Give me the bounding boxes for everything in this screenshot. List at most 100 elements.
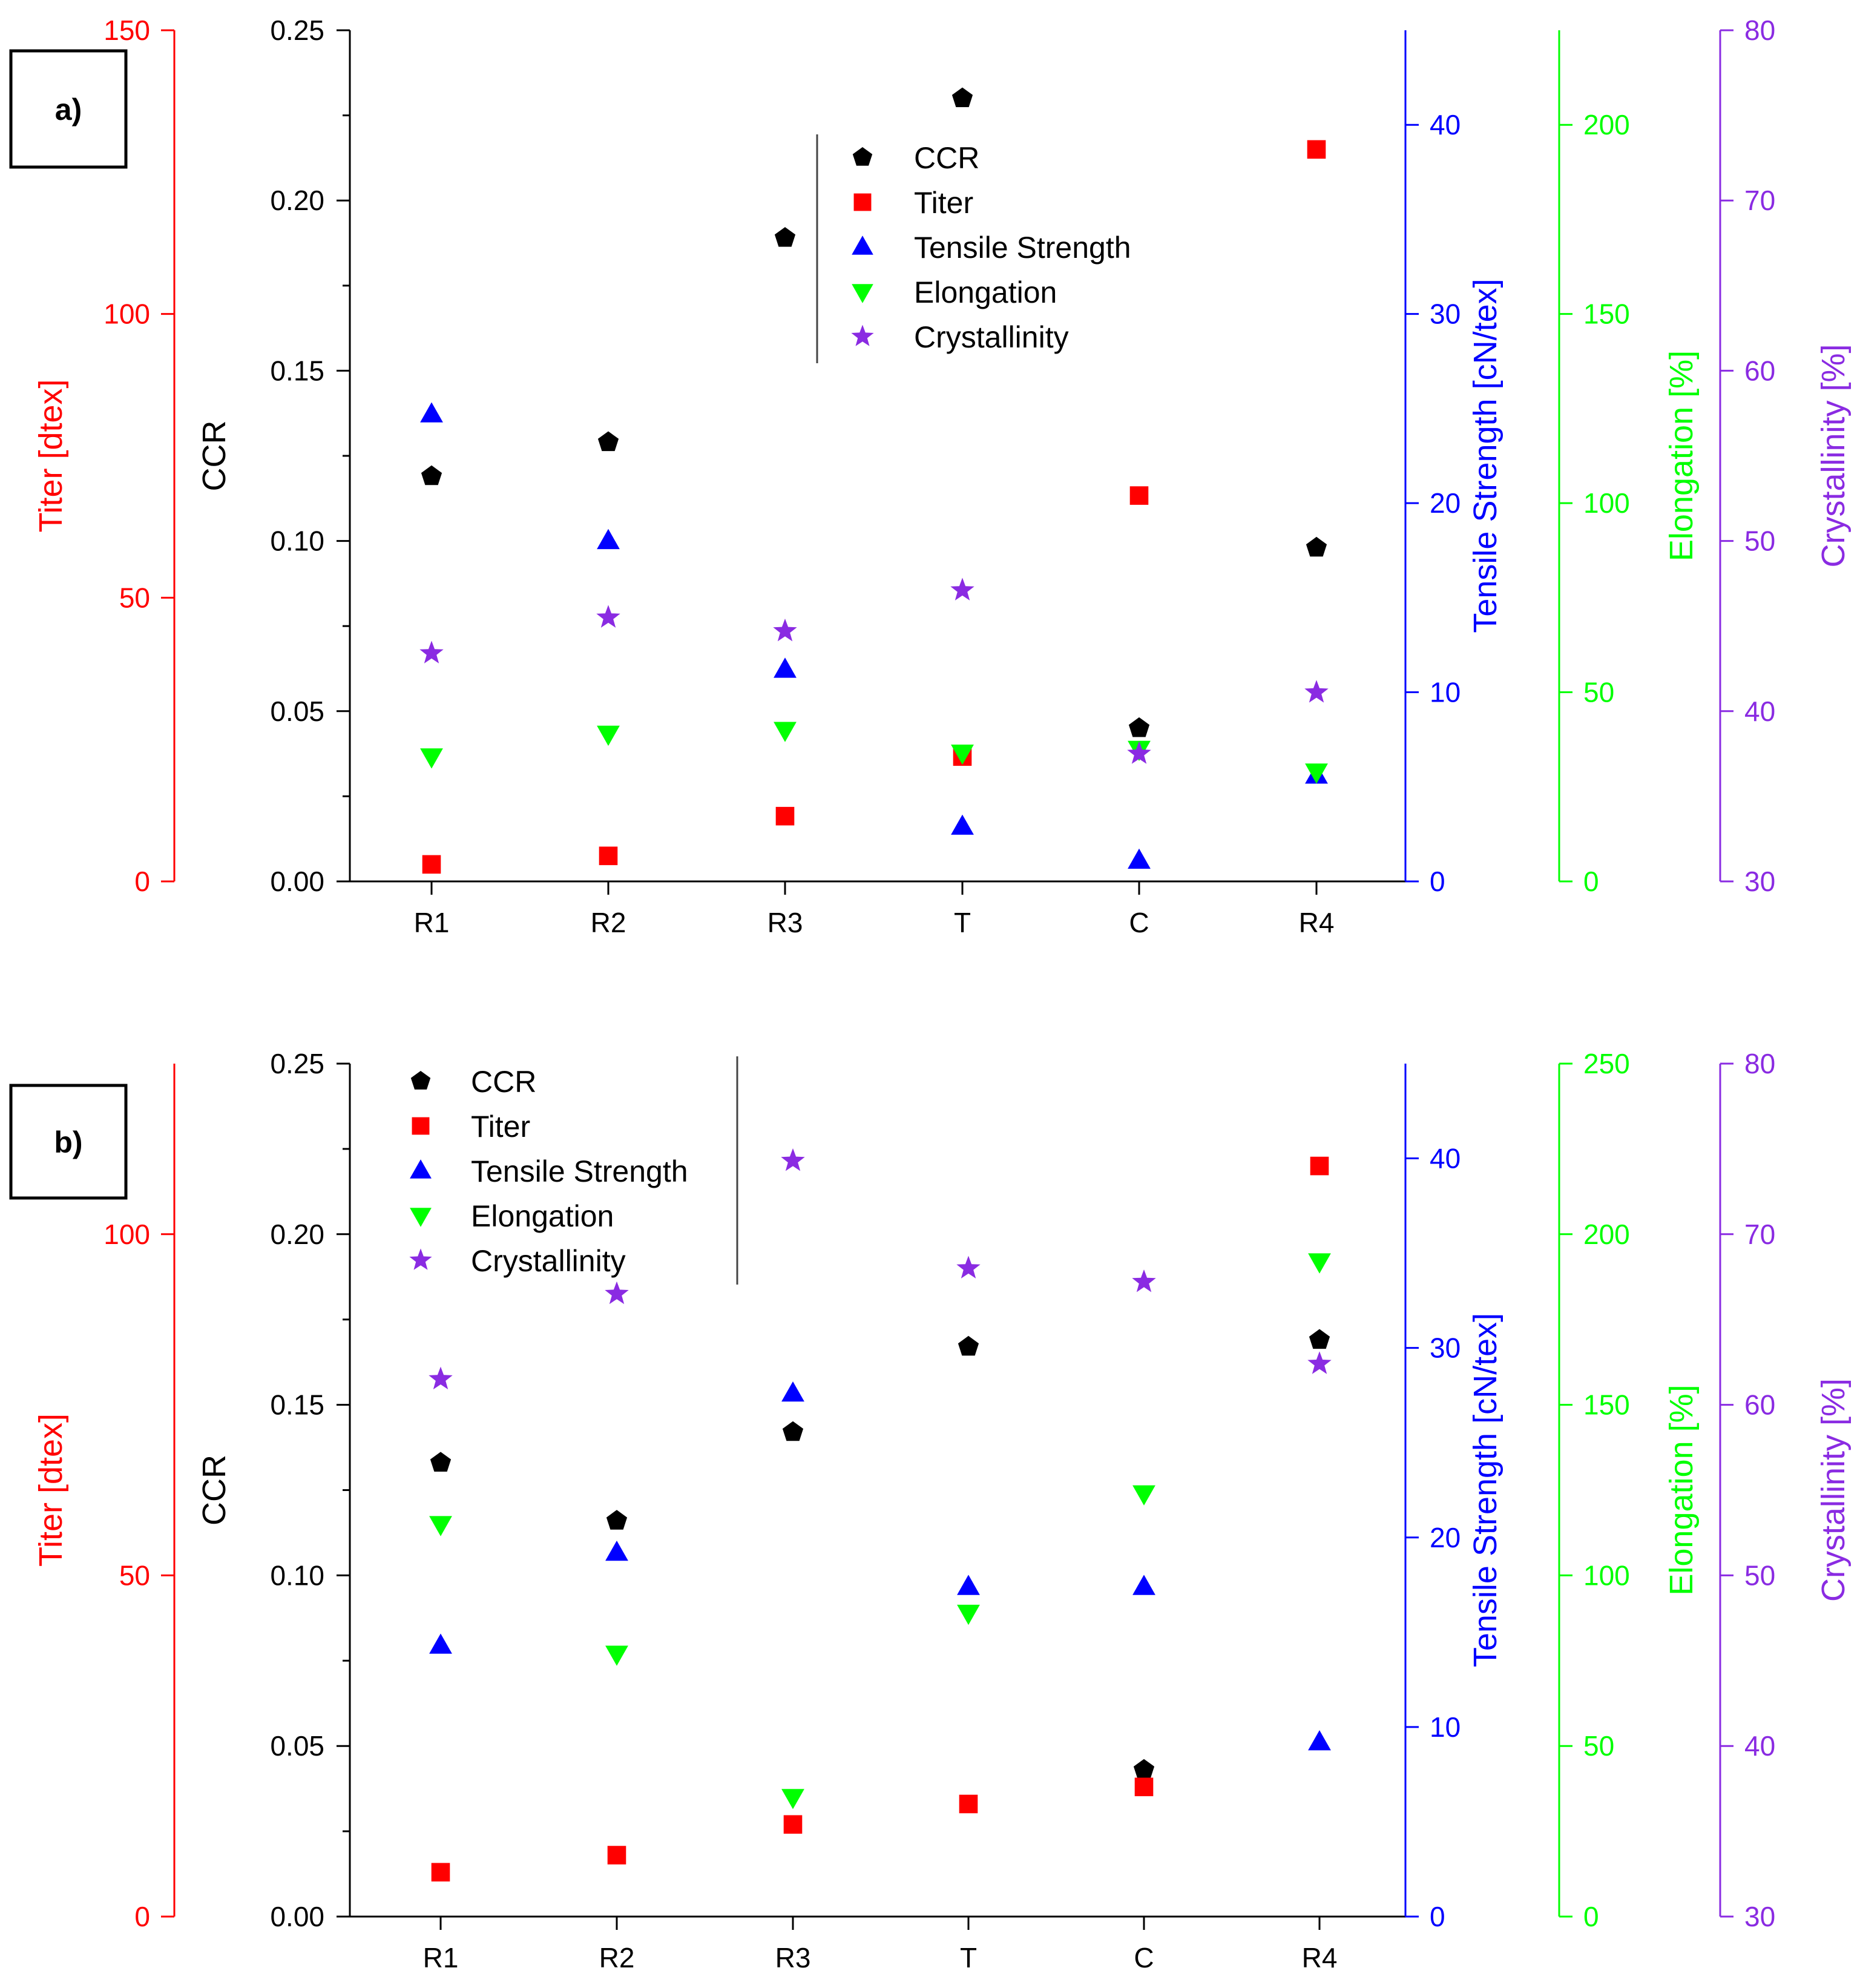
tensile-axis-label: Tensile Strength [cN/tex]: [1467, 278, 1503, 633]
x-tick-label: R3: [767, 907, 803, 938]
titer-axis-label: Titer [dtex]: [33, 379, 69, 532]
crystallinity-axis-label: Crystallinity [%]: [1815, 1378, 1852, 1602]
crystallinity-tick-label: 30: [1744, 866, 1775, 897]
marker-tensile-c: [1132, 1575, 1155, 1595]
tensile-tick-label: 30: [1430, 298, 1461, 330]
x-tick-label: R2: [591, 907, 626, 938]
legend-marker-titer: [853, 193, 872, 211]
x-tick-label: T: [960, 1942, 977, 1973]
tensile-tick-label: 10: [1430, 1711, 1461, 1743]
marker-elongation-r4: [1305, 763, 1328, 784]
legend-marker-ccr: [852, 147, 873, 166]
tensile-tick-label: 20: [1430, 1522, 1461, 1553]
marker-ccr-c: [1133, 1759, 1155, 1779]
elongation-tick-label: 50: [1583, 677, 1614, 708]
marker-titer-r4: [1307, 140, 1326, 159]
crystallinity-tick-label: 80: [1744, 1048, 1775, 1079]
legend-label-crystallinity: Crystallinity: [471, 1244, 626, 1278]
x-tick-label: R4: [1299, 907, 1335, 938]
marker-crystallinity-r4: [1304, 680, 1329, 703]
tensile-tick-label: 0: [1430, 866, 1445, 897]
marker-ccr-r3: [774, 227, 796, 247]
legend-label-elongation: Elongation: [471, 1199, 614, 1233]
crystallinity-tick-label: 50: [1744, 525, 1775, 557]
marker-crystallinity-c: [1127, 741, 1151, 764]
panel-b-label-box: [9, 1084, 128, 1200]
marker-tensile-r3: [774, 657, 797, 678]
marker-crystallinity-r3: [773, 618, 797, 642]
elongation-tick-label: 200: [1583, 1219, 1630, 1250]
marker-elongation-r4: [1308, 1253, 1331, 1274]
elongation-tick-label: 0: [1583, 1901, 1599, 1932]
ccr-tick-label: 0.15: [270, 1389, 324, 1421]
legend-marker-elongation: [852, 284, 873, 303]
legend-label-ccr: CCR: [914, 141, 979, 175]
marker-ccr-r2: [597, 431, 619, 452]
panel-a-label-box: [9, 49, 128, 169]
x-tick-label: R2: [599, 1942, 635, 1973]
ccr-tick-label: 0.10: [270, 1559, 324, 1591]
marker-tensile-r1: [420, 402, 443, 423]
ccr-tick-label: 0.25: [270, 15, 324, 46]
elongation-tick-label: 100: [1583, 1559, 1630, 1591]
ccr-tick-label: 0.25: [270, 1048, 324, 1079]
titer-axis-label: Titer [dtex]: [33, 1414, 69, 1567]
marker-titer-r4: [1310, 1156, 1329, 1176]
marker-crystallinity-r1: [429, 1366, 453, 1390]
legend-label-tensile: Tensile Strength: [471, 1154, 688, 1188]
marker-titer-t: [959, 1794, 978, 1814]
elongation-tick-label: 50: [1583, 1730, 1614, 1762]
ccr-tick-label: 0.10: [270, 525, 324, 557]
ccr-tick-label: 0.15: [270, 355, 324, 386]
panel-a-plot: 0.000.050.100.150.200.25CCR050100150Tite…: [33, 15, 1852, 938]
crystallinity-axis-label: Crystallinity [%]: [1815, 344, 1852, 567]
crystallinity-tick-label: 80: [1744, 15, 1775, 46]
legend-label-elongation: Elongation: [914, 275, 1057, 309]
marker-crystallinity-r1: [419, 640, 444, 663]
ccr-axis-label: CCR: [196, 421, 232, 492]
x-tick-label: C: [1129, 907, 1149, 938]
marker-tensile-r3: [781, 1381, 804, 1402]
tensile-tick-label: 10: [1430, 677, 1461, 708]
marker-crystallinity-r2: [605, 1281, 629, 1305]
titer-tick-label: 0: [134, 866, 150, 897]
elongation-tick-label: 150: [1583, 1389, 1630, 1421]
titer-tick-label: 100: [104, 1219, 150, 1250]
titer-tick-label: 0: [134, 1901, 150, 1932]
elongation-tick-label: 0: [1583, 866, 1599, 897]
tensile-axis-label: Tensile Strength [cN/tex]: [1467, 1313, 1503, 1667]
elongation-tick-label: 100: [1583, 487, 1630, 519]
marker-tensile-r2: [597, 528, 620, 550]
legend-label-crystallinity: Crystallinity: [914, 320, 1069, 354]
legend-marker-tensile: [852, 235, 873, 255]
marker-elongation-r1: [420, 748, 443, 769]
legend-marker-tensile: [410, 1159, 432, 1179]
crystallinity-tick-label: 40: [1744, 1730, 1775, 1762]
marker-crystallinity-c: [1132, 1269, 1156, 1292]
marker-tensile-r1: [429, 1633, 452, 1654]
marker-elongation-r1: [429, 1516, 452, 1536]
titer-tick-label: 50: [119, 582, 150, 613]
ccr-tick-label: 0.20: [270, 1219, 324, 1250]
marker-elongation-t: [951, 745, 974, 765]
elongation-tick-label: 150: [1583, 298, 1630, 330]
marker-titer-r2: [599, 846, 618, 866]
marker-ccr-r4: [1306, 536, 1327, 557]
marker-crystallinity-r2: [596, 605, 620, 628]
tensile-tick-label: 40: [1430, 1143, 1461, 1174]
ccr-tick-label: 0.00: [270, 866, 324, 897]
marker-tensile-t: [957, 1575, 980, 1595]
legend-marker-elongation: [410, 1208, 432, 1227]
crystallinity-tick-label: 30: [1744, 1901, 1775, 1932]
marker-ccr-t: [951, 87, 973, 107]
tensile-tick-label: 40: [1430, 109, 1461, 140]
marker-elongation-r2: [597, 725, 620, 746]
legend-label-titer: Titer: [471, 1110, 530, 1144]
elongation-tick-label: 200: [1583, 109, 1630, 140]
tensile-tick-label: 0: [1430, 1901, 1445, 1932]
marker-titer-r2: [607, 1846, 626, 1865]
marker-tensile-r2: [605, 1541, 628, 1561]
marker-ccr-r4: [1309, 1329, 1330, 1349]
